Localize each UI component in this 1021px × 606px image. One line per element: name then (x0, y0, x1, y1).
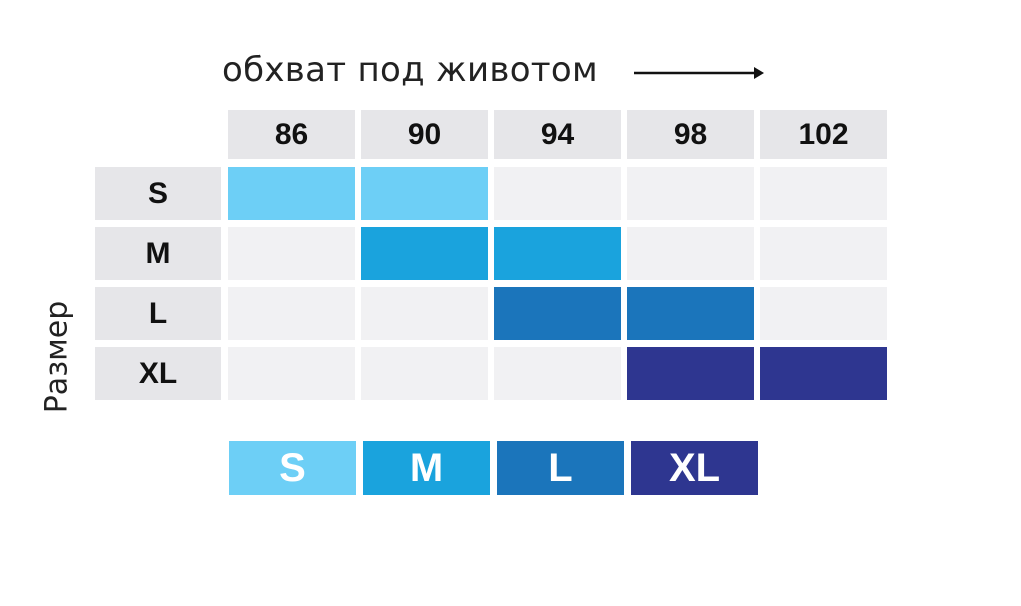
arrow-right-icon (634, 67, 764, 79)
heatmap-cell-xl-102 (760, 347, 887, 400)
heatmap-cell-l-98 (627, 287, 754, 340)
row-header-l: L (95, 287, 221, 340)
heatmap-cell-s-98 (627, 167, 754, 220)
column-header-86: 86 (228, 110, 355, 159)
heatmap-cell-l-90 (361, 287, 488, 340)
heatmap-cell-xl-86 (228, 347, 355, 400)
heatmap-cell-s-86 (228, 167, 355, 220)
row-header-xl: XL (95, 347, 221, 400)
heatmap-cell-s-102 (760, 167, 887, 220)
legend-item-l: L (497, 441, 624, 495)
legend-item-s: S (229, 441, 356, 495)
heatmap-cell-xl-94 (494, 347, 621, 400)
column-header-94: 94 (494, 110, 621, 159)
heatmap-cell-m-98 (627, 227, 754, 280)
heatmap-cell-s-94 (494, 167, 621, 220)
y-axis-title: Размер (39, 300, 75, 414)
heatmap-cell-m-86 (228, 227, 355, 280)
heatmap-cell-m-102 (760, 227, 887, 280)
legend-item-m: M (363, 441, 490, 495)
column-header-90: 90 (361, 110, 488, 159)
heatmap-cell-s-90 (361, 167, 488, 220)
row-header-m: M (95, 227, 221, 280)
column-header-102: 102 (760, 110, 887, 159)
x-axis-title: обхват под животом (222, 50, 598, 90)
heatmap-cell-l-102 (760, 287, 887, 340)
legend-item-xl: XL (631, 441, 758, 495)
heatmap-cell-m-94 (494, 227, 621, 280)
heatmap-cell-xl-98 (627, 347, 754, 400)
heatmap-cell-xl-90 (361, 347, 488, 400)
row-header-s: S (95, 167, 221, 220)
heatmap-cell-l-94 (494, 287, 621, 340)
heatmap-cell-m-90 (361, 227, 488, 280)
column-header-98: 98 (627, 110, 754, 159)
heatmap-cell-l-86 (228, 287, 355, 340)
